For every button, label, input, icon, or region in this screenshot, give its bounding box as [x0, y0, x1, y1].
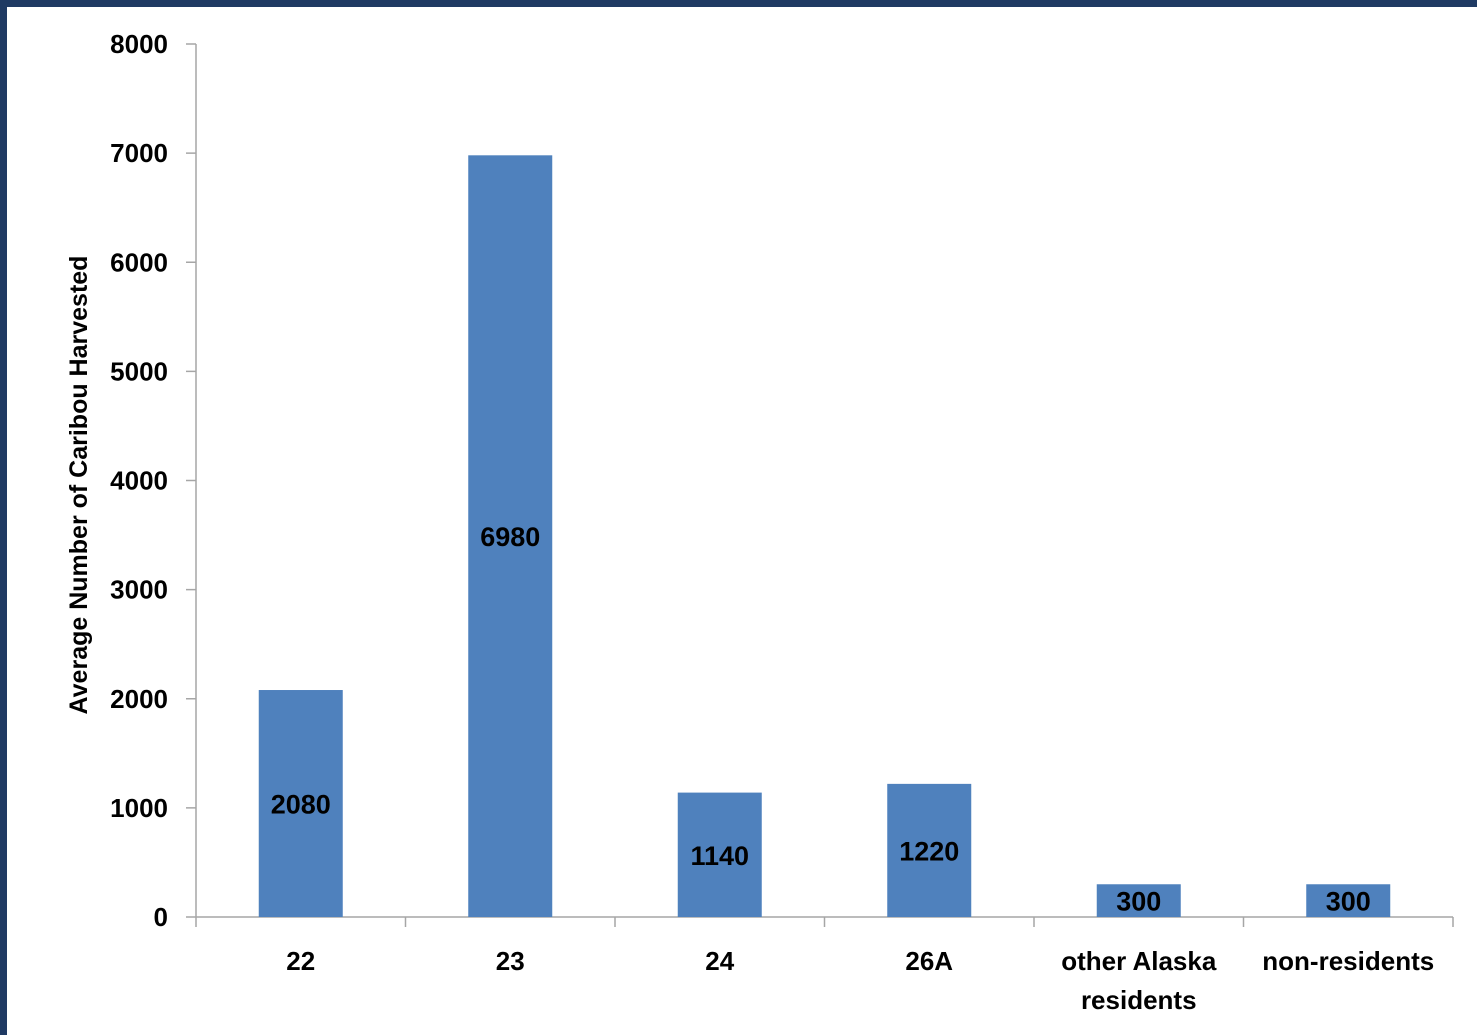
data-label: 300 — [1326, 887, 1371, 917]
bar-22 — [258, 690, 343, 917]
y-tick-label: 1000 — [110, 793, 168, 823]
y-tick-label: 2000 — [110, 684, 168, 714]
y-tick-label: 6000 — [110, 247, 168, 277]
bar-23 — [468, 155, 553, 917]
data-label: 1140 — [690, 841, 749, 871]
data-label: 300 — [1116, 887, 1161, 917]
bar-24 — [677, 792, 762, 917]
x-category-label: 24 — [705, 946, 734, 976]
chart-frame: Average Number of Caribou Harvested 0 100… — [7, 7, 1477, 1035]
bar-other-alaska-residents — [1096, 884, 1181, 917]
y-tick-label: 0 — [154, 902, 168, 932]
y-tick-label: 5000 — [110, 356, 168, 386]
y-tick-label: 8000 — [110, 29, 168, 59]
bar-26a — [887, 783, 972, 917]
data-label: 2080 — [271, 790, 331, 820]
x-category-label: 23 — [496, 946, 525, 976]
data-label: 6980 — [480, 522, 540, 552]
bar-non-residents — [1306, 884, 1391, 917]
y-axis-title: Average Number of Caribou Harvested — [65, 256, 93, 715]
data-label: 1220 — [899, 836, 959, 866]
x-category-label: 26A — [905, 946, 953, 976]
x-category-label: non-residents — [1262, 946, 1434, 976]
bar-chart: Average Number of Caribou Harvested 0 100… — [65, 29, 1454, 1015]
x-category-label: other Alaska residents — [1061, 946, 1217, 1015]
y-tick-label: 4000 — [110, 466, 168, 496]
x-category-label: 22 — [286, 946, 315, 976]
y-tick-label: 3000 — [110, 575, 168, 605]
y-tick-label: 7000 — [110, 138, 168, 168]
